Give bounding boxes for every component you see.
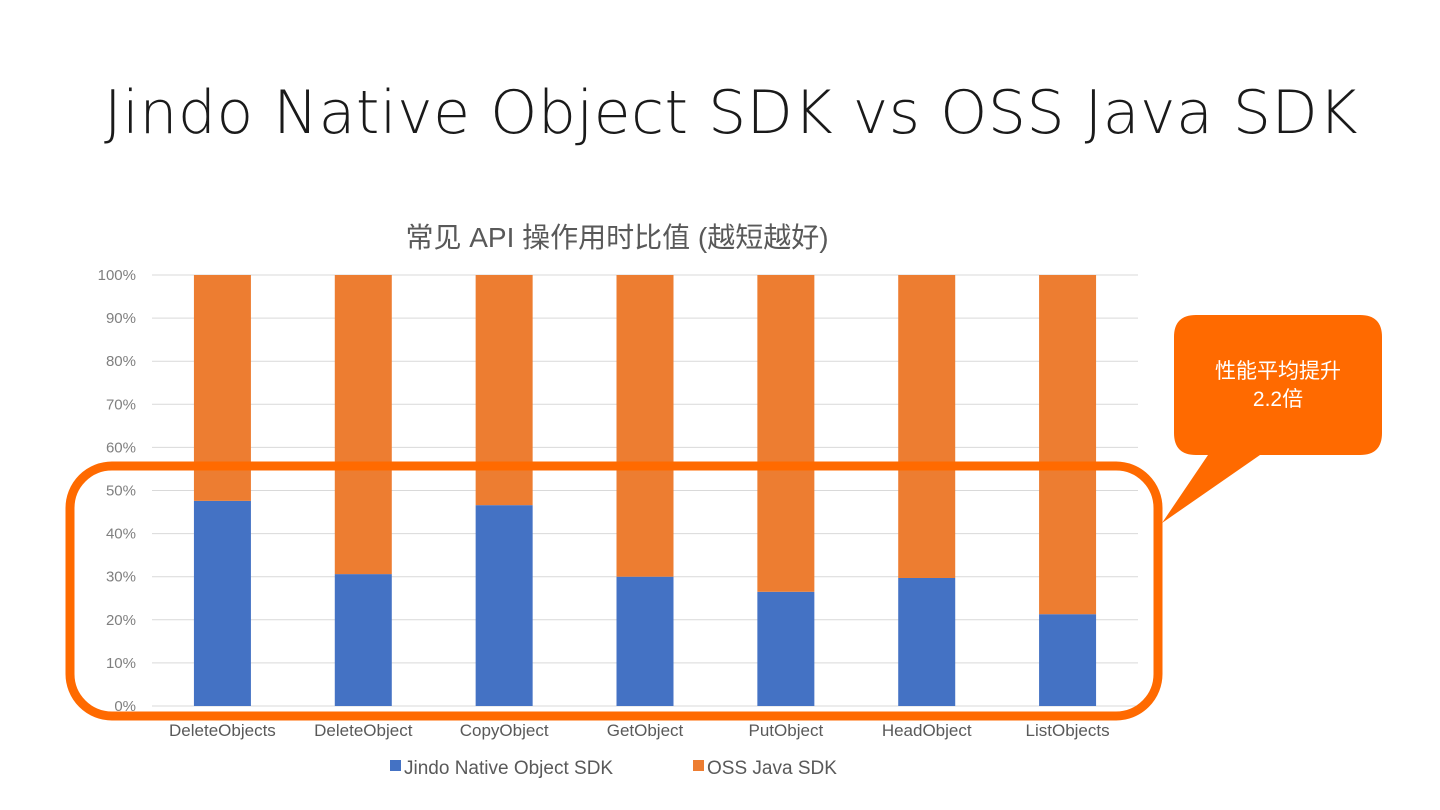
x-tick-label: ListObjects bbox=[1026, 721, 1110, 740]
y-tick-label: 90% bbox=[106, 310, 136, 327]
bar-oss-CopyObject bbox=[475, 275, 533, 506]
callout-bubble: 性能平均提升 2.2倍 bbox=[1162, 315, 1382, 523]
bar-jindo-GetObject bbox=[616, 576, 674, 706]
bar-jindo-DeleteObject bbox=[334, 574, 392, 706]
y-tick-label: 80% bbox=[106, 353, 136, 370]
y-tick-label: 0% bbox=[114, 698, 136, 715]
bar-oss-ListObjects bbox=[1039, 275, 1097, 615]
x-tick-label: DeleteObject bbox=[314, 721, 413, 740]
x-tick-label: PutObject bbox=[749, 721, 824, 740]
bars bbox=[193, 275, 1097, 706]
bar-jindo-CopyObject bbox=[475, 505, 533, 706]
bar-jindo-PutObject bbox=[757, 591, 815, 706]
highlight-box bbox=[65, 461, 1163, 721]
bar-oss-PutObject bbox=[757, 275, 815, 592]
slide-title: Jindo Native Object SDK vs OSS Java SDK bbox=[104, 78, 1359, 148]
callout-line-1: 性能平均提升 bbox=[1215, 360, 1341, 383]
bar-oss-GetObject bbox=[616, 275, 674, 577]
bar-oss-HeadObject bbox=[898, 275, 956, 578]
callout-line-2: 2.2倍 bbox=[1253, 388, 1303, 411]
y-tick-label: 60% bbox=[106, 439, 136, 456]
bar-oss-DeleteObject bbox=[334, 275, 392, 575]
x-tick-label: HeadObject bbox=[882, 721, 972, 740]
x-tick-label: GetObject bbox=[607, 721, 684, 740]
y-tick-label: 30% bbox=[106, 569, 136, 586]
callout-shape bbox=[1162, 315, 1382, 523]
y-tick-label: 40% bbox=[106, 526, 136, 543]
x-tick-label: CopyObject bbox=[460, 721, 549, 740]
legend-swatch bbox=[390, 760, 401, 771]
y-tick-label: 100% bbox=[98, 267, 136, 284]
legend-label: Jindo Native Object SDK bbox=[404, 758, 613, 779]
legend-swatch bbox=[693, 760, 704, 771]
x-tick-label: DeleteObjects bbox=[169, 721, 276, 740]
y-tick-label: 10% bbox=[106, 655, 136, 672]
x-axis-labels: DeleteObjects DeleteObject CopyObject GetOb… bbox=[169, 721, 1110, 740]
legend: Jindo Native Object SDK OSS Java SDK bbox=[390, 758, 837, 779]
y-tick-label: 70% bbox=[106, 396, 136, 413]
legend-label: OSS Java SDK bbox=[707, 758, 837, 779]
bar-jindo-ListObjects bbox=[1039, 614, 1097, 706]
y-tick-label: 50% bbox=[106, 483, 136, 500]
bar-jindo-DeleteObjects bbox=[193, 500, 251, 706]
bar-jindo-HeadObject bbox=[898, 577, 956, 706]
chart-title: 常见 API 操作用时比值 (越短越好) bbox=[405, 222, 828, 253]
y-axis-ticks: 0% 10% 20% 30% 40% 50% 60% 70% 80% 90% 100% bbox=[98, 267, 136, 715]
y-tick-label: 20% bbox=[106, 612, 136, 629]
